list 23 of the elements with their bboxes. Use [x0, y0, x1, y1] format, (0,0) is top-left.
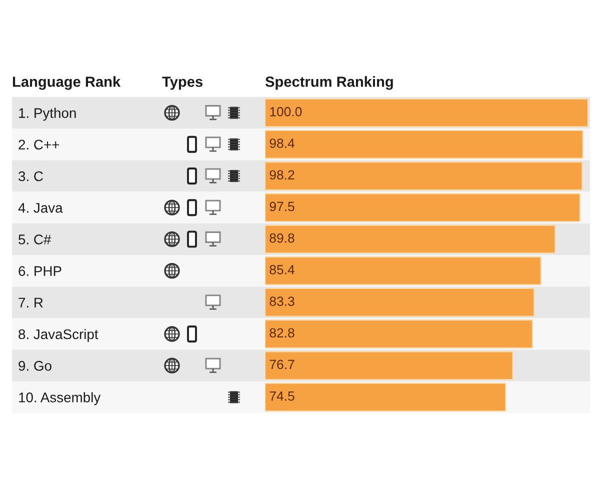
data-label: 74.5 [270, 392, 294, 401]
y-tick-label: 2. C++ [18, 140, 60, 150]
data-label: 85.4 [270, 265, 294, 274]
data-label: 76.7 [270, 360, 294, 370]
y-tick-label: 5. C# [18, 234, 52, 244]
text: Types [162, 76, 202, 90]
data-label: 100.0 [270, 107, 302, 116]
data-label: 83.3 [270, 296, 294, 306]
y-axis-title: Language Rank [12, 76, 121, 90]
data-label: 98.2 [270, 170, 294, 180]
y-tick-label: 8. JavaScript [18, 328, 98, 342]
y-tick-label: 9. Go [18, 360, 52, 371]
data-label: 98.4 [270, 138, 294, 148]
y-tick-label: 7. R [18, 298, 43, 308]
y-tick-label: 1. Python [19, 108, 76, 121]
x-axis-title: Spectrum Ranking [265, 76, 393, 90]
data-label: 97.5 [270, 202, 294, 212]
y-tick-label: 10. Assembly [19, 392, 101, 406]
data-label: 89.8 [270, 233, 294, 243]
y-tick-label: 3. C [18, 171, 43, 182]
y-tick-label: 6. PHP [18, 266, 62, 276]
y-tick-label: 4. Java [18, 203, 63, 213]
data-label: 82.8 [270, 328, 294, 338]
